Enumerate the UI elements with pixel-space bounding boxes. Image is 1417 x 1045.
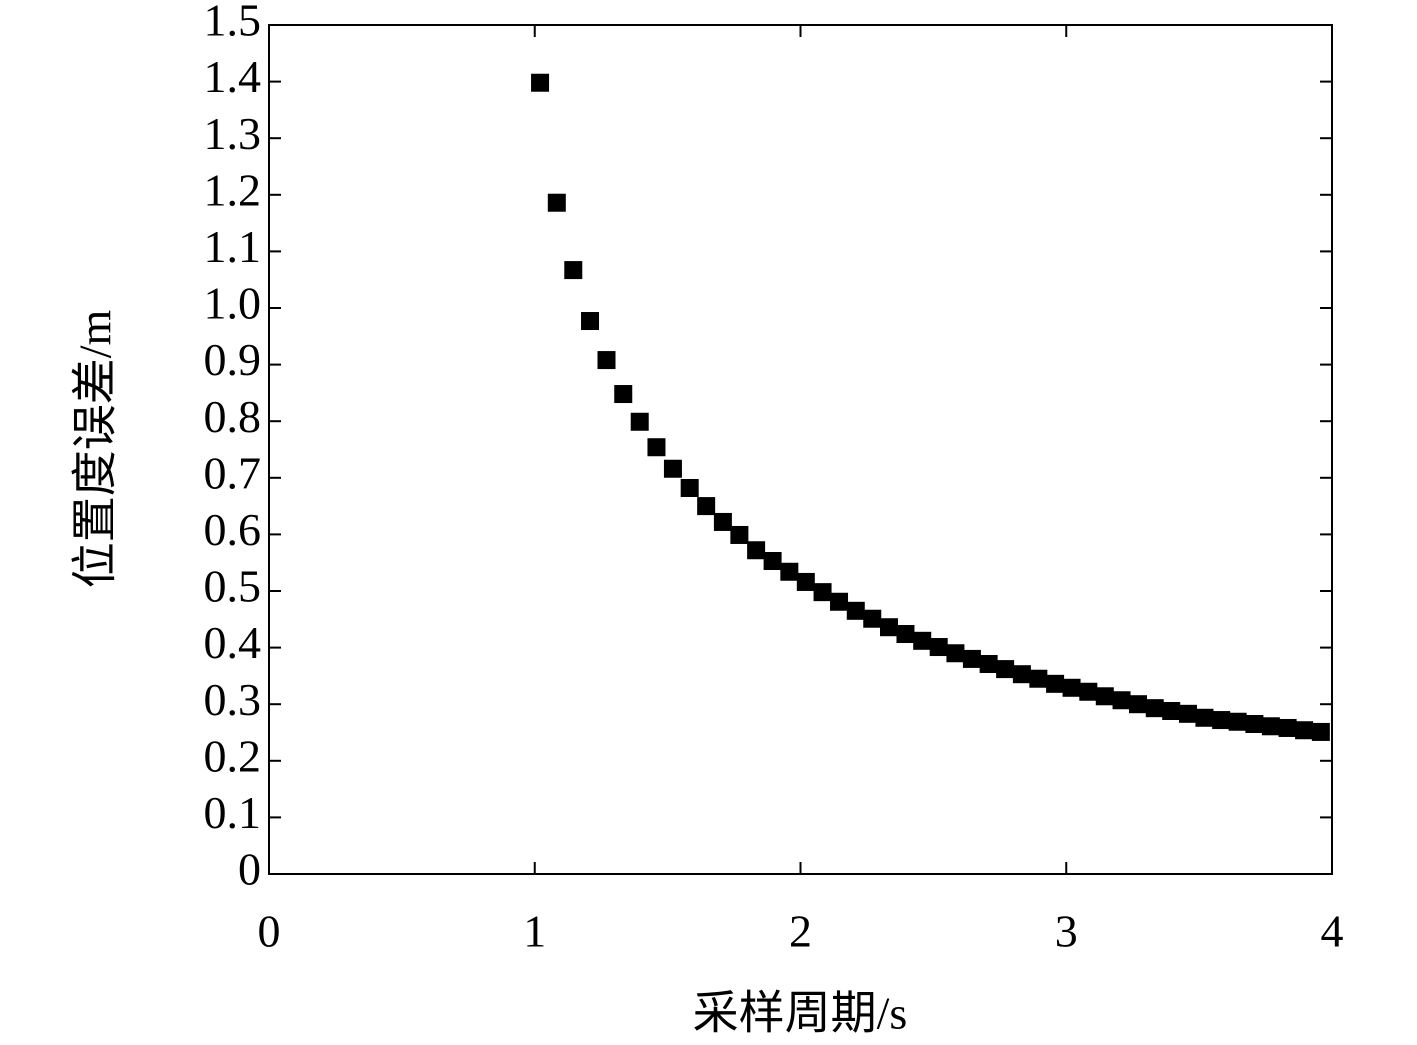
point bbox=[830, 592, 849, 611]
point bbox=[913, 631, 932, 650]
y-tick-label: 0 bbox=[238, 844, 261, 895]
x-tick-label: 3 bbox=[1055, 906, 1078, 957]
point bbox=[531, 73, 550, 92]
point bbox=[763, 552, 782, 571]
y-tick-label: 1.1 bbox=[204, 221, 262, 272]
y-tick-label: 0.3 bbox=[204, 674, 262, 725]
y-tick-label: 0.4 bbox=[204, 617, 262, 668]
point bbox=[896, 625, 915, 644]
point bbox=[747, 541, 766, 560]
point bbox=[730, 525, 749, 544]
point bbox=[1079, 682, 1098, 701]
point bbox=[630, 412, 649, 431]
point bbox=[663, 459, 682, 478]
y-tick-label: 0.9 bbox=[204, 334, 262, 385]
y-tick-label: 0.8 bbox=[204, 391, 262, 442]
y-tick-label: 0.6 bbox=[204, 504, 262, 555]
x-tick-label: 2 bbox=[789, 906, 812, 957]
point bbox=[879, 618, 898, 637]
point bbox=[846, 601, 865, 620]
y-tick-label: 0.2 bbox=[204, 730, 262, 781]
point bbox=[1195, 708, 1214, 727]
point bbox=[1245, 715, 1264, 734]
point bbox=[1129, 695, 1148, 714]
y-tick-label: 1.4 bbox=[204, 51, 262, 102]
point bbox=[647, 438, 666, 457]
point bbox=[597, 351, 616, 370]
y-axis-label: 位置度误差/m bbox=[70, 310, 121, 589]
point bbox=[1145, 699, 1164, 718]
point bbox=[1095, 687, 1114, 706]
point bbox=[813, 583, 832, 602]
point bbox=[962, 649, 981, 668]
y-tick-label: 1.0 bbox=[204, 278, 262, 329]
y-tick-label: 1.5 bbox=[204, 0, 262, 46]
x-tick-label: 1 bbox=[523, 906, 546, 957]
point bbox=[780, 562, 799, 581]
point bbox=[1029, 669, 1048, 688]
point bbox=[979, 655, 998, 674]
point bbox=[1062, 678, 1081, 697]
point bbox=[1295, 721, 1314, 740]
point bbox=[1046, 674, 1065, 693]
point bbox=[796, 572, 815, 591]
y-tick-label: 0.5 bbox=[204, 561, 262, 612]
point bbox=[1178, 704, 1197, 723]
y-tick-label: 1.3 bbox=[204, 108, 262, 159]
point bbox=[996, 660, 1015, 679]
x-axis-label: 采样周期/s bbox=[693, 988, 908, 1039]
point bbox=[581, 312, 600, 331]
point bbox=[1012, 665, 1031, 684]
point bbox=[1228, 712, 1247, 731]
point bbox=[680, 478, 699, 497]
point bbox=[1261, 717, 1280, 736]
point bbox=[1278, 718, 1297, 737]
point bbox=[863, 609, 882, 628]
point bbox=[1311, 722, 1330, 741]
point bbox=[1212, 711, 1231, 730]
point bbox=[614, 385, 633, 404]
point bbox=[1162, 701, 1181, 720]
x-tick-label: 0 bbox=[258, 906, 281, 957]
point bbox=[1112, 691, 1131, 710]
plot-frame bbox=[268, 24, 1333, 875]
y-tick-label: 0.7 bbox=[204, 447, 262, 498]
point bbox=[713, 512, 732, 531]
point bbox=[564, 261, 583, 280]
point bbox=[946, 644, 965, 663]
point bbox=[547, 193, 566, 212]
point bbox=[929, 638, 948, 657]
y-tick-label: 0.1 bbox=[204, 787, 262, 838]
x-tick-label: 4 bbox=[1321, 906, 1344, 957]
y-tick-label: 1.2 bbox=[204, 164, 262, 215]
point bbox=[697, 497, 716, 516]
